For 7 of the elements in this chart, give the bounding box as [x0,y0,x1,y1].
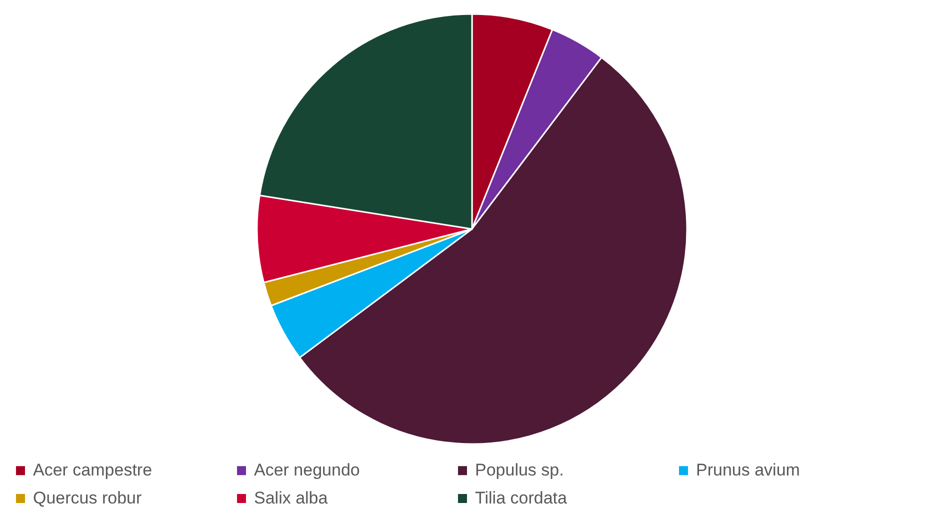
legend-label: Populus sp. [475,460,564,480]
legend-label: Acer campestre [33,460,152,480]
legend-label: Tilia cordata [475,488,568,508]
legend-label: Acer negundo [254,460,360,480]
legend-label: Prunus avium [696,460,800,480]
legend-label: Quercus robur [33,488,142,508]
legend-label: Salix alba [254,488,328,508]
